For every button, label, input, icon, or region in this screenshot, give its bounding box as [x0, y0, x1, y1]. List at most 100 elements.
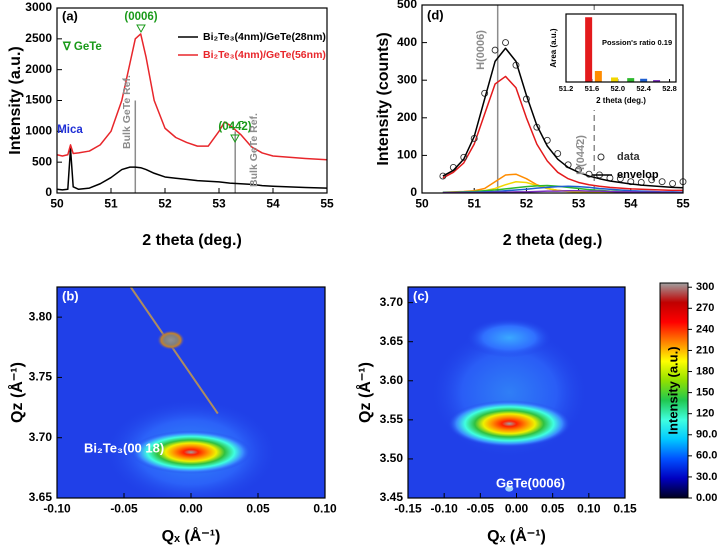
y-tick-label: 3.60 [380, 373, 404, 387]
data-point [616, 175, 624, 183]
annotation: H(0006) [475, 30, 487, 70]
x-tick-label: 0.15 [613, 502, 637, 516]
x-tick-label: -0.05 [467, 502, 495, 516]
series-line [56, 33, 328, 161]
annotation: GeTe(0006) [496, 475, 565, 490]
y-tick-label: 200 [397, 110, 417, 124]
annotation: Possion's ratio 0.19 [602, 38, 672, 47]
annotation: Bulk GeTe Ref. [248, 113, 260, 187]
x-axis-label: Qₓ (Å⁻¹) [162, 526, 221, 545]
inset-background [536, 10, 680, 110]
data-point [439, 172, 447, 180]
x-tick-label: -0.10 [43, 502, 71, 516]
y-tick-label: 300 [397, 72, 417, 86]
x-axis-label: 2 theta (deg.) [596, 96, 646, 105]
bar [640, 78, 648, 82]
annotation: (a) [62, 8, 78, 23]
y-axis-label: Area (a.u.) [549, 28, 558, 67]
y-tick-label: 3.55 [380, 412, 404, 426]
spot [505, 485, 514, 492]
x-tick-label: -0.15 [394, 502, 422, 516]
colorbar [659, 282, 689, 499]
x-tick-label: 54 [266, 197, 280, 211]
bar [653, 80, 661, 82]
heatmap-layer [408, 287, 625, 498]
y-axis-label: Qz (Å⁻¹) [7, 362, 26, 423]
x-tick-label: 0.00 [179, 502, 203, 516]
data-point [502, 39, 509, 47]
y-tick-label: 500 [32, 154, 52, 168]
y-tick-label: 3.50 [380, 451, 404, 465]
colorbar-tick-label: 150 [696, 387, 714, 399]
bar [585, 17, 593, 82]
colorbar-tick-label: 60.0 [696, 450, 717, 462]
x-tick-label: 0.05 [246, 502, 270, 516]
x-tick-label: 52 [158, 197, 172, 211]
plot-frame [565, 13, 677, 83]
data-point [585, 170, 593, 178]
legend-marker [597, 153, 605, 161]
series-line [442, 47, 684, 189]
data-point [554, 150, 562, 157]
x-axis-label: 2 theta (deg.) [142, 232, 242, 249]
x-tick-label: 50 [415, 197, 429, 211]
heatmap-layer [57, 287, 325, 498]
peak-marker [136, 24, 146, 34]
x-tick-label: 55 [320, 197, 334, 211]
y-axis-label: Intensity (a.u.) [7, 46, 24, 154]
annotation: H(044̄2) [575, 135, 587, 175]
x-tick-label: 51 [468, 197, 482, 211]
x-tick-label: 52.4 [636, 84, 651, 93]
x-tick-label: 54 [624, 197, 638, 211]
data-point [658, 178, 666, 186]
blob [130, 430, 252, 474]
annotation: (d) [427, 7, 444, 22]
y-tick-label: 0 [45, 185, 52, 199]
y-axis-label: Qz (Å⁻¹) [355, 362, 374, 423]
y-tick-label: 3.45 [380, 490, 404, 504]
peak-marker [230, 134, 240, 144]
y-tick-label: 3.65 [29, 490, 53, 504]
x-tick-label: 52.0 [610, 84, 625, 93]
x-tick-label: 53 [572, 197, 586, 211]
annotation: Mica [57, 124, 83, 136]
y-tick-label: 500 [397, 0, 417, 11]
plot-frame [421, 4, 684, 194]
data-point [669, 180, 677, 188]
bar [594, 70, 602, 82]
colorbar-tick-label: 90.0 [696, 429, 717, 441]
series-line [442, 75, 683, 192]
x-tick-label: 52 [520, 197, 534, 211]
x-tick-label: 0.05 [541, 502, 565, 516]
x-tick-label: -0.10 [430, 502, 458, 516]
annotation: ∇ GeTe [62, 41, 102, 53]
x-tick-label: 0.00 [505, 502, 529, 516]
data-point [648, 176, 656, 184]
spot [156, 330, 185, 351]
y-tick-label: 3.65 [380, 334, 404, 348]
data-point [460, 153, 468, 161]
colorbar-tick-label: 240 [696, 323, 714, 335]
y-tick-label: 3.80 [29, 309, 53, 323]
x-axis-label: Qₓ (Å⁻¹) [487, 526, 546, 545]
x-tick-label: 55 [676, 197, 690, 211]
plot-frame [407, 286, 626, 499]
x-tick-label: 0.10 [313, 502, 337, 516]
annotation: (b) [62, 288, 79, 303]
x-tick-label: 52.8 [662, 84, 677, 93]
annotation: Bulk GeTe Ref. [121, 75, 133, 149]
streak [129, 287, 219, 415]
y-tick-label: 3.75 [29, 370, 53, 384]
legend-label: Bi₂Te₃(4nm)/GeTe(56nm) [203, 49, 326, 61]
colorbar-tick-label: 120 [696, 408, 714, 420]
annotation: (0006) [124, 11, 157, 23]
legend-label: Bi₂Te₃(4nm)/GeTe(28nm) [203, 31, 326, 43]
y-tick-label: 1000 [25, 124, 52, 138]
colorbar-tick-label: 30.0 [696, 471, 717, 483]
colorbar-tick-label: 270 [696, 302, 714, 314]
y-tick-label: 2500 [25, 31, 52, 45]
y-tick-label: 3.70 [29, 430, 53, 444]
upper-blob [465, 318, 553, 358]
